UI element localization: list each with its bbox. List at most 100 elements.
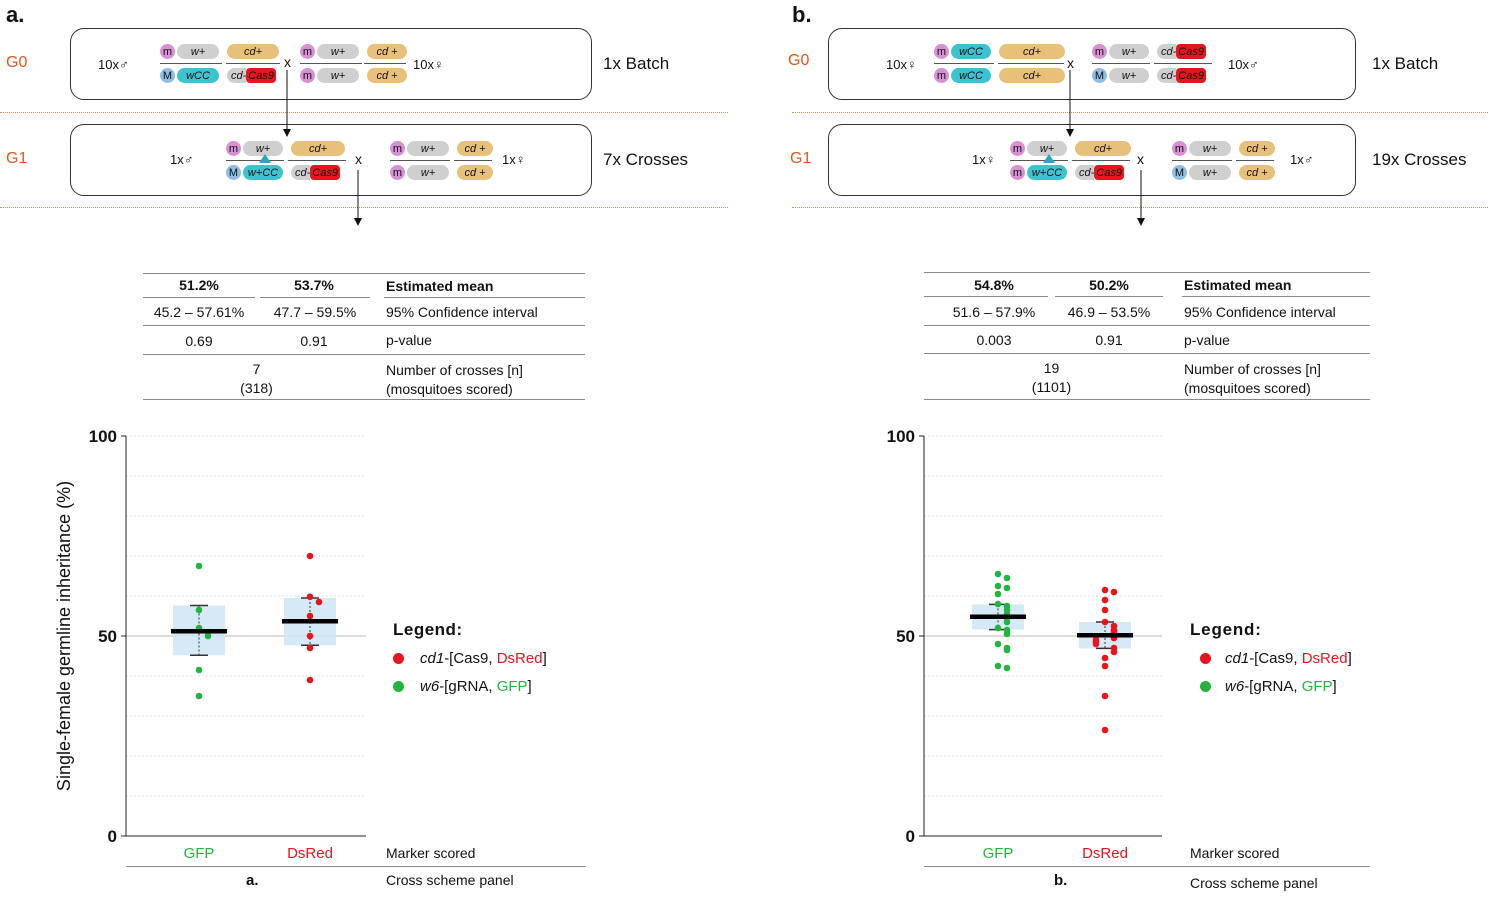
g1-left-parent-a: 1x♂ (170, 152, 194, 167)
legend-item-gfp-a: w6-[gRNA, GFP] (393, 678, 532, 695)
legend-dot-green-b (1200, 681, 1211, 692)
separator-a-1 (0, 112, 728, 113)
n-crosses-a: 7 (252, 361, 261, 377)
x-category-label: DsRed (287, 845, 333, 862)
panel-letter-b: b. (792, 2, 812, 27)
ci-gfp-b: 51.6 – 57.9% (952, 304, 1036, 320)
row-label-pvalue-a: p-value (386, 332, 432, 348)
data-point (994, 640, 1002, 648)
y-tick-label: 50 (896, 627, 915, 646)
legend-title-b: Legend: (1190, 620, 1262, 639)
row-label-ci-a: 95% Confidence interval (386, 304, 538, 320)
ci-dsred-a: 47.7 – 59.5% (273, 304, 357, 320)
pval-gfp-b: 0.003 (976, 332, 1012, 348)
panel-ref-b: b. (1054, 872, 1068, 889)
g1-summary-a: 7x Crosses (603, 150, 689, 169)
row-label-scored-a: (mosquitoes scored) (386, 381, 513, 397)
data-point (1003, 618, 1011, 626)
data-point (306, 676, 314, 684)
data-point (195, 562, 203, 570)
g1-right-parent-a: 1x♀ (502, 152, 526, 167)
gen-label-g1-a: G1 (6, 150, 28, 167)
separator-b-2 (792, 207, 1488, 208)
data-point (994, 582, 1002, 590)
cross-symbol-a-g0: x (284, 54, 291, 70)
y-tick-label: 0 (906, 827, 915, 846)
chromosome-a-g1-rb: m w+ cd + (390, 165, 493, 180)
data-point (1101, 606, 1109, 614)
gen-label-g0-b: G0 (788, 52, 810, 69)
g0-summary-a: 1x Batch (603, 54, 670, 73)
separator-b-1 (792, 112, 1488, 113)
data-point (306, 644, 314, 652)
scheme-label-a: Cross scheme panel (386, 872, 514, 888)
data-point (195, 692, 203, 700)
legend-dot-red-a (393, 653, 404, 664)
y-tick-label: 100 (887, 427, 915, 446)
x-category-label: DsRed (1082, 845, 1128, 862)
y-tick-label: 50 (98, 627, 117, 646)
chromosome-b-g0-rt: m w+ cd- Cas9 (1092, 44, 1206, 59)
data-point (1101, 726, 1109, 734)
g0-box-a (70, 28, 592, 100)
ci-dsred-b: 46.9 – 53.5% (1067, 304, 1151, 320)
g0-left-parent-b: 10x♀ (886, 57, 917, 72)
cross-symbol-b-g1: x (1137, 151, 1144, 167)
legend-title-a: Legend: (393, 620, 463, 639)
x-category-label: GFP (184, 845, 215, 862)
scheme-label-b: Cross scheme panel (1190, 875, 1318, 891)
data-point (1101, 586, 1109, 594)
pval-gfp-a: 0.69 (185, 333, 213, 349)
arrows-a (283, 70, 362, 226)
data-point (1101, 662, 1109, 670)
chromosome-b-g1-lt: m w+ cd+ (1010, 141, 1131, 156)
legend-item-gfp-b: w6-[gRNA, GFP] (1200, 678, 1337, 695)
chart-b: 0 50 100 GFP DsRed (887, 427, 1162, 862)
legend-item-dsred-b: cd1-[Cas9, DsRed] (1200, 650, 1352, 667)
pval-dsred-b: 0.91 (1095, 332, 1123, 348)
data-point (1101, 618, 1109, 626)
data-point (1101, 692, 1109, 700)
n-scored-a: (318) (240, 380, 273, 396)
gen-label-g0-a: G0 (6, 54, 28, 71)
panel-ref-a: a. (246, 872, 259, 889)
n-crosses-b: 19 (1043, 360, 1060, 376)
row-label-mean-b: Estimated mean (1184, 277, 1292, 293)
row-label-n-b: Number of crosses [n] (1184, 361, 1321, 377)
data-point (315, 598, 323, 606)
g0-left-parent-a: 10x♂ (98, 57, 129, 72)
data-point (204, 632, 212, 640)
chromosome-a-g1-rt: m w+ cd + (390, 141, 493, 156)
g0-right-parent-b: 10x♂ (1228, 57, 1259, 72)
data-point (994, 624, 1002, 632)
panel-letter-a: a. (6, 2, 25, 27)
n-scored-b: (1101) (1031, 379, 1072, 395)
data-point (1003, 574, 1011, 582)
chromosome-b-g0-lb: m wCC cd+ (934, 68, 1065, 83)
y-axis-label: Single-female germline inheritance (%) (54, 481, 74, 791)
legend-dot-red-b (1200, 653, 1211, 664)
cross-symbol-a-g1: x (355, 151, 362, 167)
mean-gfp-b: 54.8% (974, 277, 1014, 293)
y-tick-label: 0 (108, 827, 117, 846)
data-point (195, 606, 203, 614)
chromosome-a-g0-rb: m w+ cd + (300, 68, 407, 83)
chromosome-b-g1-lb: m w+CC cd- Cas9 (1010, 165, 1124, 180)
data-point (1003, 646, 1011, 654)
data-point (306, 612, 314, 620)
row-label-pvalue-b: p-value (1184, 332, 1230, 348)
pval-dsred-a: 0.91 (300, 333, 328, 349)
y-tick-label: 100 (89, 427, 117, 446)
mean-dsred-b: 50.2% (1089, 277, 1129, 293)
g1-summary-b: 19x Crosses (1372, 150, 1467, 169)
data-point (306, 552, 314, 560)
data-point (195, 666, 203, 674)
mean-gfp-a: 51.2% (179, 277, 219, 293)
data-point (1003, 664, 1011, 672)
data-point (1101, 596, 1109, 604)
marker-scored-label-b: Marker scored (1190, 845, 1280, 861)
